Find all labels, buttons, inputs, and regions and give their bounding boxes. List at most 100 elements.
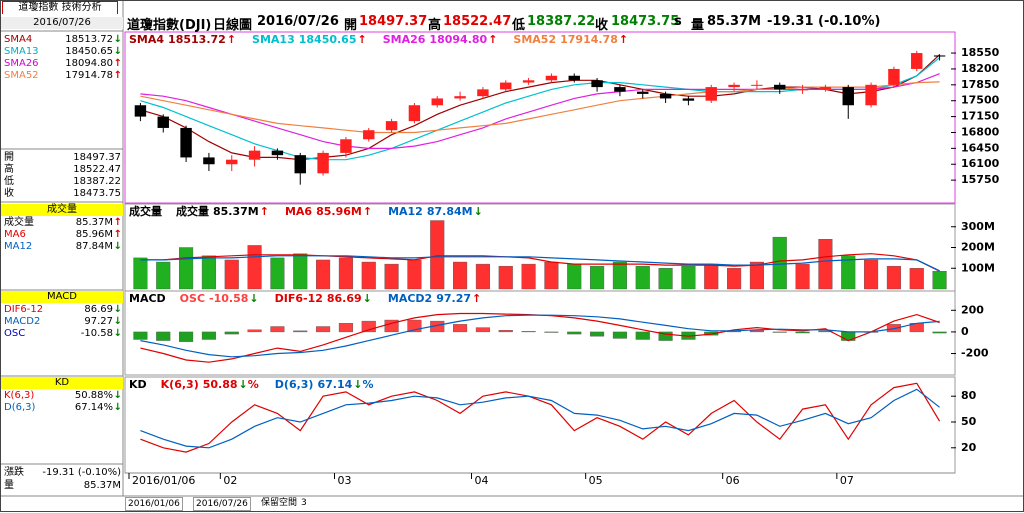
bar <box>704 263 719 290</box>
bar <box>635 331 650 340</box>
info-row: 成交量 85.37M ↑ <box>1 217 123 229</box>
row-value: 18497.37 <box>73 152 121 163</box>
bar <box>293 330 308 333</box>
candle-body <box>796 89 809 91</box>
bar <box>864 259 879 290</box>
row-arrow: ↓ <box>113 390 122 401</box>
bar <box>156 261 171 290</box>
bar <box>886 265 901 290</box>
candle-body <box>226 159 238 165</box>
bar <box>612 261 627 290</box>
section-title: 成交量 <box>47 204 77 215</box>
row-arrow: ↑ <box>113 70 122 81</box>
bar <box>133 257 148 290</box>
legend-arrow: ↑ <box>472 292 481 305</box>
row-name: SMA13 <box>4 46 39 57</box>
legend-value: 85.96M <box>316 205 362 218</box>
field-value: 18497.37 <box>359 14 428 29</box>
row-value: -19.31 (-0.10%) <box>42 467 121 478</box>
candle-body <box>500 82 512 90</box>
candle-body <box>385 121 398 131</box>
candle-body <box>271 150 284 156</box>
bar <box>498 330 513 333</box>
panel-date: 2016/07/26 <box>1 17 123 29</box>
candle-body <box>659 93 672 99</box>
start-date[interactable]: 2016/01/06 <box>125 497 183 511</box>
flag: s <box>674 14 682 29</box>
candle-body <box>408 105 421 122</box>
bar <box>658 268 673 290</box>
info-row: SMA52 17914.78 ↑ <box>1 70 123 82</box>
candle-body <box>477 89 489 97</box>
tab[interactable]: 道瓊指數 技術分析 <box>2 1 118 14</box>
bar <box>338 323 353 333</box>
candle-body <box>363 130 375 140</box>
info-row: 漲跌 -19.31 (-0.10%) <box>1 467 123 479</box>
legend-arrow: ↑ <box>488 33 497 46</box>
candle-body <box>317 152 329 174</box>
info-row: OSC -10.58 ↓ <box>1 328 123 340</box>
candle-body <box>522 80 535 83</box>
row-name: SMA52 <box>4 70 39 81</box>
row-name: MA12 <box>4 241 33 252</box>
legend-value: 87.84M <box>427 205 473 218</box>
bar <box>316 326 331 333</box>
legend-value: 97.27 <box>436 292 471 305</box>
field-value: 18522.47 <box>443 14 512 29</box>
info-row: 開 18497.37 <box>1 152 123 164</box>
y-tick-label: 100M <box>961 261 995 274</box>
legend-name: OSC <box>180 292 205 305</box>
y-tick-label: 16100 <box>961 157 1000 170</box>
row-value: 18450.65 <box>65 46 113 57</box>
x-tick-label: 07 <box>840 474 854 487</box>
info-row: 低 18387.22 <box>1 176 123 188</box>
end-date[interactable]: 2016/07/26 <box>193 497 251 511</box>
y-tick-label: 200 <box>961 303 984 316</box>
legend-arrow: ↓ <box>474 205 483 218</box>
bar <box>224 331 239 335</box>
index-name: 道瓊指數(DJI) <box>127 18 212 33</box>
bar <box>681 265 696 290</box>
y-tick-label: 18550 <box>961 46 1000 59</box>
bar <box>179 331 194 342</box>
candle-body <box>431 98 443 106</box>
legend-name: K(6,3) <box>161 378 199 391</box>
bar <box>179 247 194 290</box>
series-line <box>140 314 940 358</box>
bar <box>316 259 331 290</box>
bar <box>909 268 924 290</box>
row-arrow: ↓ <box>113 241 122 252</box>
row-arrow: ↓ <box>113 304 122 315</box>
bar <box>247 329 262 333</box>
candle-body <box>933 55 946 57</box>
legend-value: 85.37M <box>213 205 259 218</box>
panel-title: MACD <box>129 292 166 305</box>
row-name: 成交量 <box>4 217 34 228</box>
row-name: 收 <box>4 188 14 199</box>
candle-body <box>865 84 877 106</box>
row-value: 97.27 <box>84 316 113 327</box>
row-arrow: ↑ <box>113 58 122 69</box>
bar <box>749 261 764 290</box>
bar <box>430 220 445 290</box>
row-name: SMA4 <box>4 34 33 45</box>
bar <box>818 330 833 333</box>
bar <box>818 238 833 290</box>
row-value: 18473.75 <box>73 188 121 199</box>
legend-value: 50.88 <box>203 378 238 391</box>
y-tick-label: 80 <box>961 389 977 402</box>
info-row: MACD2 97.27 ↓ <box>1 316 123 328</box>
bar <box>635 265 650 290</box>
candle-body <box>294 155 306 174</box>
bar <box>133 331 148 340</box>
bar <box>521 331 536 333</box>
row-name: K(6,3) <box>4 390 35 401</box>
row-value: 85.37M <box>83 480 121 491</box>
bar <box>567 263 582 290</box>
info-row: MA12 87.84M ↓ <box>1 241 123 253</box>
panel-title: 成交量 <box>129 204 162 218</box>
x-tick-label: 02 <box>223 474 237 487</box>
legend-value: -10.58 <box>209 292 248 305</box>
bar <box>156 331 171 341</box>
